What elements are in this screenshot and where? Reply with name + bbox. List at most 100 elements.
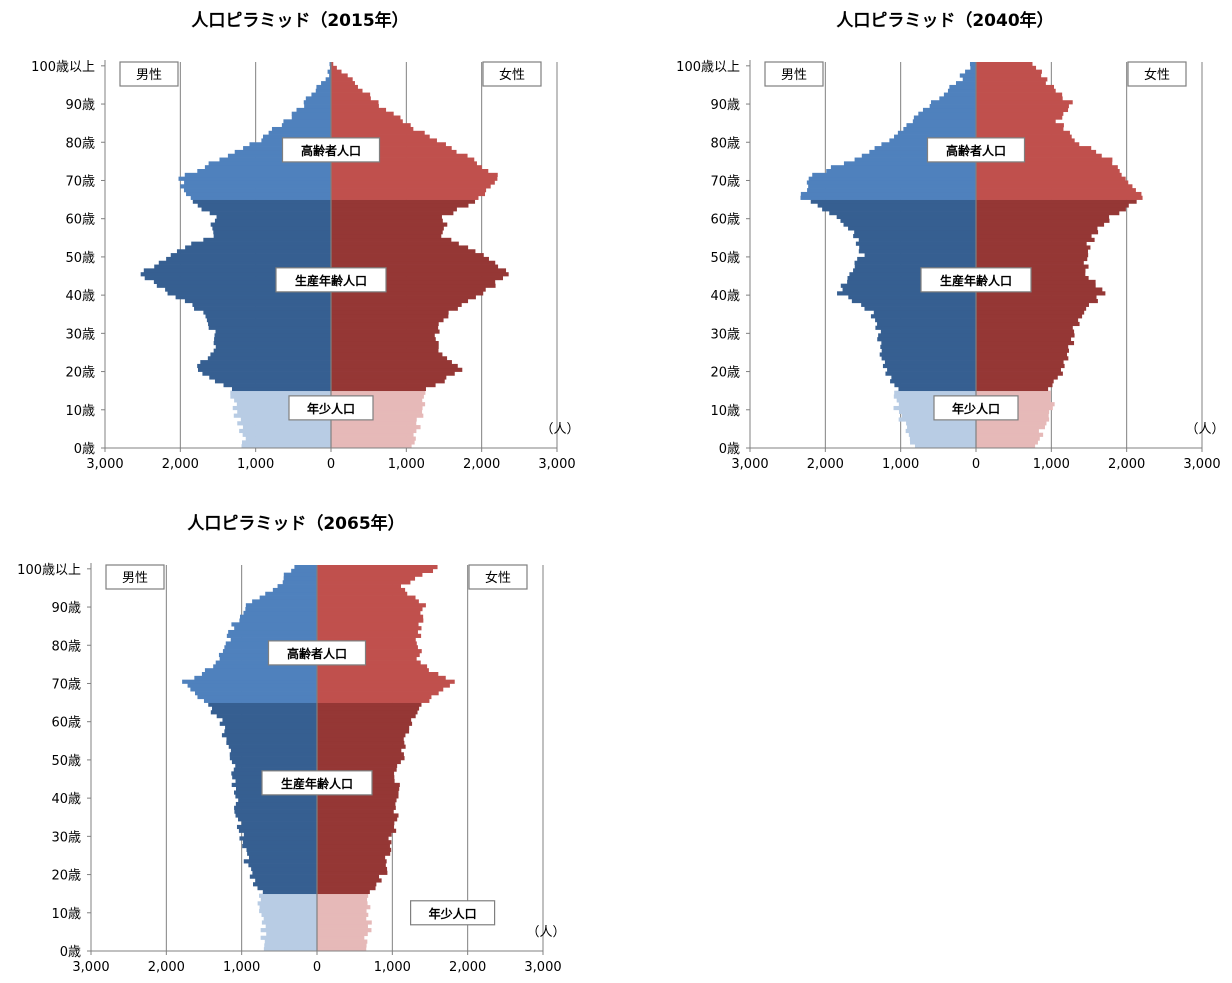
male-bar xyxy=(826,169,976,174)
male-bar xyxy=(914,444,976,449)
female-bar xyxy=(331,104,379,109)
female-bar xyxy=(331,100,379,105)
young-label-box xyxy=(410,900,496,926)
male-bar xyxy=(248,863,317,868)
male-bar xyxy=(212,226,331,231)
female-bar xyxy=(331,188,487,193)
male-bar xyxy=(327,69,331,74)
male-bar xyxy=(238,798,317,803)
female-bar xyxy=(317,599,419,604)
y-tick-label: 30歳 xyxy=(710,327,740,342)
male-bar xyxy=(257,886,317,891)
female-bar xyxy=(331,77,353,82)
male-bar xyxy=(231,759,317,765)
y-tick-label: 20歳 xyxy=(65,366,95,381)
female-bar xyxy=(331,161,477,166)
y-tick-label: 0歳 xyxy=(60,945,81,960)
female-bar xyxy=(331,96,371,101)
female-bar xyxy=(976,191,1142,197)
male-bar xyxy=(907,425,976,430)
male-bar xyxy=(858,249,976,254)
female-bar xyxy=(976,241,1087,246)
male-bar xyxy=(257,901,317,906)
female-bar xyxy=(976,287,1103,292)
female-bar xyxy=(331,352,443,357)
female-bar xyxy=(317,748,402,753)
female-bar xyxy=(976,279,1096,285)
y-tick-label: 30歳 xyxy=(65,327,95,342)
male-bar xyxy=(251,866,317,872)
male-bar xyxy=(202,371,331,376)
male-bar xyxy=(197,203,331,208)
male-bar xyxy=(226,736,317,742)
x-tick-label: 2,000 xyxy=(807,457,844,472)
male-bar xyxy=(170,253,331,258)
male-bar xyxy=(233,767,317,772)
male-bar xyxy=(239,618,317,623)
male-bar xyxy=(214,379,331,384)
female-bar xyxy=(317,675,446,681)
male-bar xyxy=(877,337,976,342)
female-legend-box xyxy=(468,564,528,590)
male-bar xyxy=(264,939,317,944)
male-bar xyxy=(242,425,331,430)
male-bar xyxy=(912,119,976,124)
male-bar xyxy=(881,348,976,353)
male-bar xyxy=(943,92,976,97)
male-bar xyxy=(178,176,331,181)
male-bar xyxy=(210,352,331,357)
male-bar xyxy=(252,870,317,875)
female-bar xyxy=(976,153,1102,158)
male-bar xyxy=(210,710,317,715)
male-bar xyxy=(226,633,317,638)
male-bar xyxy=(214,218,331,223)
male-bar xyxy=(242,843,317,849)
male-bar xyxy=(874,146,976,151)
female-bar xyxy=(317,691,439,696)
male-bar xyxy=(265,924,317,929)
male-bar xyxy=(230,748,317,753)
female-bar xyxy=(331,207,457,212)
male-bar xyxy=(215,329,331,334)
female-bar xyxy=(331,405,423,411)
female-bar xyxy=(331,84,358,90)
female-bar xyxy=(317,935,365,940)
female-bar xyxy=(317,717,412,723)
male-bar xyxy=(263,916,317,921)
female-bar xyxy=(976,81,1046,86)
female-bar xyxy=(317,912,369,917)
female-bar xyxy=(317,584,401,589)
male-bar xyxy=(144,276,331,281)
female-bar xyxy=(317,595,416,600)
female-bar xyxy=(317,759,401,765)
male-bar xyxy=(230,637,317,642)
female-bar xyxy=(331,394,424,399)
y-tick-label: 40歳 xyxy=(51,792,81,807)
male-bar xyxy=(229,756,317,761)
female-bar xyxy=(317,843,390,849)
male-bar xyxy=(325,77,331,82)
female-bar xyxy=(317,824,395,830)
female-bar xyxy=(331,119,403,124)
female-bar xyxy=(976,390,1051,395)
y-tick-label: 90歳 xyxy=(65,98,95,113)
young-label: 年少人口 xyxy=(429,906,477,921)
male-bar xyxy=(859,245,976,250)
male-bar xyxy=(864,306,976,311)
female-bar xyxy=(976,333,1075,338)
male-bar xyxy=(843,161,976,166)
female-bar xyxy=(976,226,1098,231)
female-bar xyxy=(331,195,479,200)
female-bar xyxy=(976,314,1083,319)
male-bar xyxy=(234,805,317,810)
female-bar xyxy=(976,367,1061,372)
y-tick-label: 50歳 xyxy=(710,251,740,266)
male-bar xyxy=(947,88,976,93)
y-tick-label: 40歳 xyxy=(65,289,95,304)
male-legend: 男性 xyxy=(122,571,148,586)
male-bar xyxy=(203,310,331,315)
female-bar xyxy=(317,878,382,883)
female-bar xyxy=(317,740,405,745)
male-bar xyxy=(880,344,976,349)
female-bar xyxy=(976,260,1084,265)
